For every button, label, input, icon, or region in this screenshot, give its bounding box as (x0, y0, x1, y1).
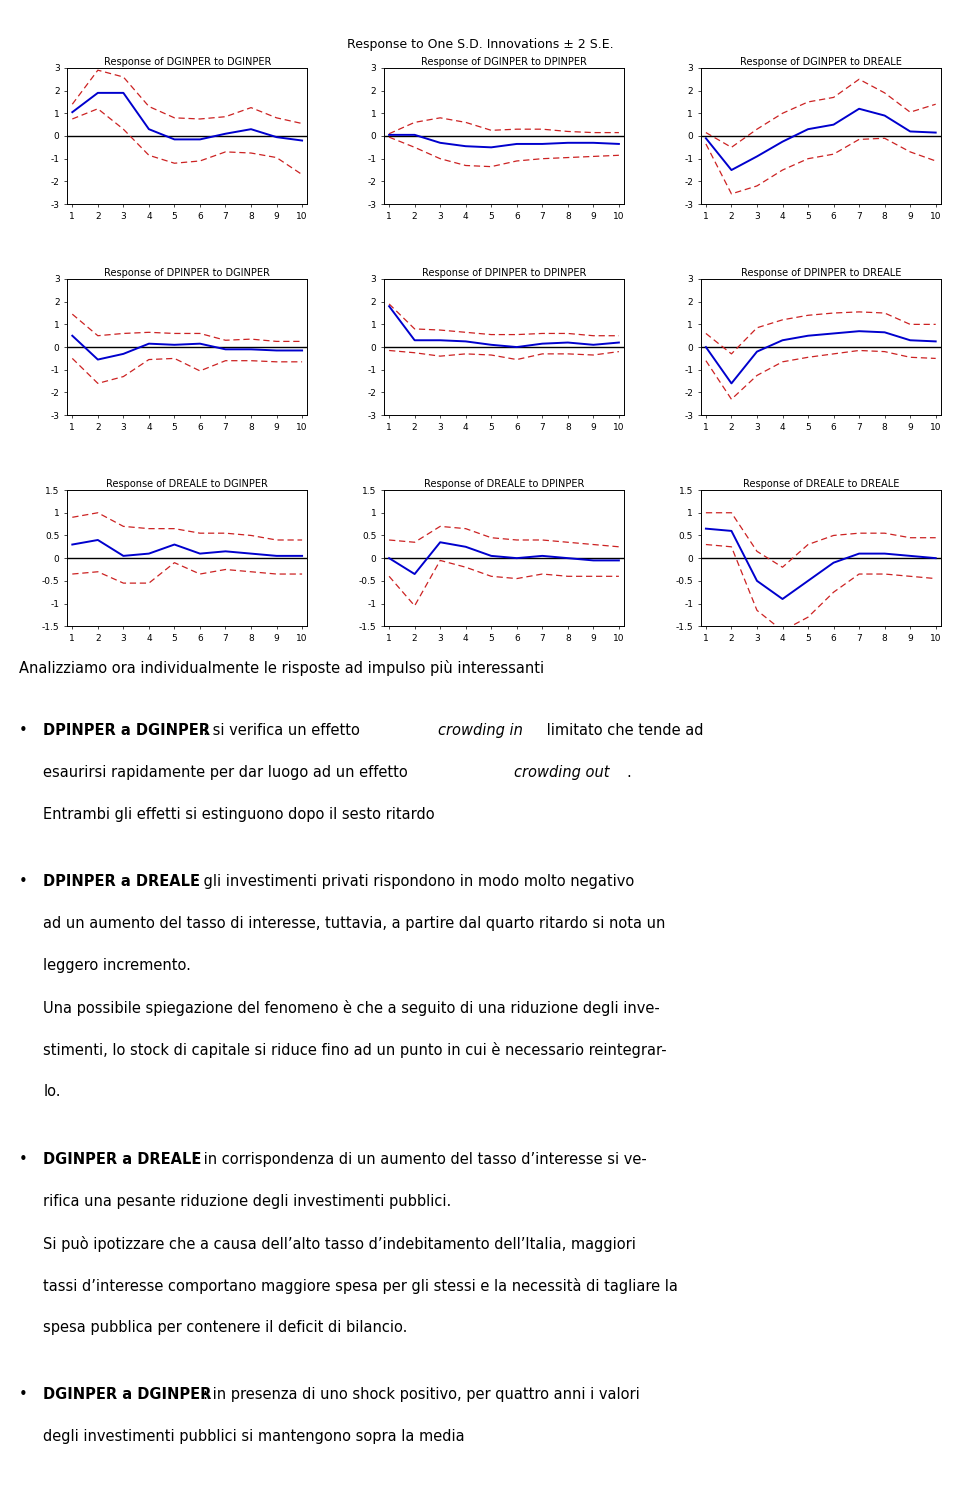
Text: tassi d’interesse comportano maggiore spesa per gli stessi e la necessità di tag: tassi d’interesse comportano maggiore sp… (43, 1278, 678, 1293)
Text: degli investimenti pubblici si mantengono sopra la media: degli investimenti pubblici si mantengon… (43, 1429, 465, 1444)
Title: Response of DREALE to DGINPER: Response of DREALE to DGINPER (107, 480, 268, 489)
Title: Response of DGINPER to DPINPER: Response of DGINPER to DPINPER (421, 57, 587, 66)
Text: Response to One S.D. Innovations ± 2 S.E.: Response to One S.D. Innovations ± 2 S.E… (347, 38, 613, 51)
Title: Response of DPINPER to DPINPER: Response of DPINPER to DPINPER (421, 269, 587, 278)
Text: Una possibile spiegazione del fenomeno è che a seguito di una riduzione degli in: Una possibile spiegazione del fenomeno è… (43, 1000, 660, 1017)
Text: Analizziamo ora individualmente le risposte ad impulso più interessanti: Analizziamo ora individualmente le rispo… (19, 659, 544, 676)
Title: Response of DGINPER to DREALE: Response of DGINPER to DREALE (740, 57, 901, 66)
Title: Response of DGINPER to DGINPER: Response of DGINPER to DGINPER (104, 57, 271, 66)
Title: Response of DPINPER to DGINPER: Response of DPINPER to DGINPER (105, 269, 270, 278)
Text: : gli investimenti privati rispondono in modo molto negativo: : gli investimenti privati rispondono in… (194, 874, 634, 889)
Text: stimenti, lo stock di capitale si riduce fino ad un punto in cui è necessario re: stimenti, lo stock di capitale si riduce… (43, 1043, 667, 1058)
Text: limitato che tende ad: limitato che tende ad (541, 723, 704, 738)
Text: crowding in: crowding in (439, 723, 523, 738)
Text: DGINPER a DREALE: DGINPER a DREALE (43, 1151, 202, 1166)
Text: •: • (19, 874, 28, 889)
Text: DGINPER a DGINPER: DGINPER a DGINPER (43, 1387, 211, 1402)
Title: Response of DPINPER to DREALE: Response of DPINPER to DREALE (740, 269, 901, 278)
Text: leggero incremento.: leggero incremento. (43, 958, 191, 973)
Text: DPINPER a DGINPER: DPINPER a DGINPER (43, 723, 210, 738)
Text: rifica una pesante riduzione degli investimenti pubblici.: rifica una pesante riduzione degli inves… (43, 1194, 451, 1209)
Text: spesa pubblica per contenere il deficit di bilancio.: spesa pubblica per contenere il deficit … (43, 1319, 408, 1334)
Text: DPINPER a DREALE: DPINPER a DREALE (43, 874, 201, 889)
Text: lo.: lo. (43, 1085, 60, 1100)
Text: : in corrispondenza di un aumento del tasso d’interesse si ve-: : in corrispondenza di un aumento del ta… (194, 1151, 646, 1166)
Text: : si verifica un effetto: : si verifica un effetto (204, 723, 365, 738)
Text: •: • (19, 1387, 28, 1402)
Text: •: • (19, 723, 28, 738)
Text: : in presenza di uno shock positivo, per quattro anni i valori: : in presenza di uno shock positivo, per… (204, 1387, 640, 1402)
Text: Si può ipotizzare che a causa dell’alto tasso d’indebitamento dell’Italia, maggi: Si può ipotizzare che a causa dell’alto … (43, 1236, 636, 1251)
Text: Entrambi gli effetti si estinguono dopo il sesto ritardo: Entrambi gli effetti si estinguono dopo … (43, 807, 435, 822)
Text: •: • (19, 1151, 28, 1166)
Text: ad un aumento del tasso di interesse, tuttavia, a partire dal quarto ritardo si : ad un aumento del tasso di interesse, tu… (43, 916, 665, 931)
Text: .: . (627, 765, 632, 780)
Title: Response of DREALE to DREALE: Response of DREALE to DREALE (743, 480, 899, 489)
Text: esaurirsi rapidamente per dar luogo ad un effetto: esaurirsi rapidamente per dar luogo ad u… (43, 765, 413, 780)
Title: Response of DREALE to DPINPER: Response of DREALE to DPINPER (423, 480, 585, 489)
Text: crowding out: crowding out (514, 765, 609, 780)
